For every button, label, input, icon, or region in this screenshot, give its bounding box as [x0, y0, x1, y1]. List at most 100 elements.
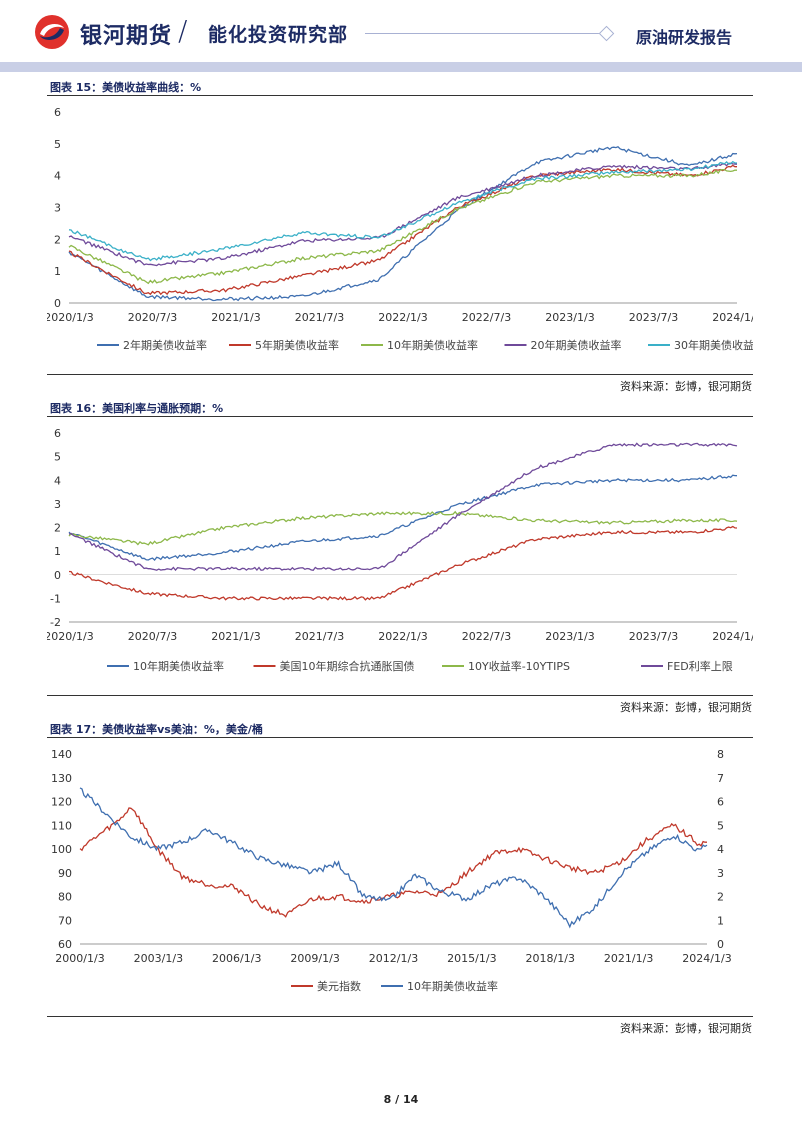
- legend-label: 2年期美债收益率: [123, 338, 207, 352]
- y-tick-label: 5: [54, 451, 61, 464]
- chart-title-16: 图表 16：美国利率与通胀预期：%: [50, 402, 224, 415]
- chart-source-17: 资料来源：彭博，银河期货: [620, 1022, 752, 1035]
- x-tick-label: 2020/1/3: [47, 630, 94, 643]
- x-tick-label: 2024/1/3: [712, 630, 753, 643]
- legend-label: 美国10年期综合抗通胀国债: [280, 659, 415, 673]
- chart-top-rule: [47, 95, 753, 96]
- legend-label: 10Y收益率-10YTIPS: [468, 659, 570, 673]
- series-line-1: [79, 807, 707, 918]
- y-tick-label: 0: [54, 297, 61, 310]
- chart-bottom-rule: [47, 1016, 753, 1017]
- y-tick-label: 1: [54, 265, 61, 278]
- chart-17-yield-vs-dollar: 140 130 120 110 100 90 80 70 60 8 7 6 5 4 3 2 1 0 2000/1/3…: [51, 748, 732, 993]
- y2-tick-label: 5: [717, 819, 724, 832]
- header-band: [0, 62, 802, 72]
- y-tick-label: 100: [51, 843, 72, 856]
- y-tick-label: 1: [54, 545, 61, 558]
- x-tick-label: 2023/7/3: [629, 630, 678, 643]
- x-tick-label: 2000/1/3: [55, 952, 104, 965]
- brand-name: 银河期货: [80, 24, 173, 49]
- legend-label: 30年期美债收益率: [674, 338, 753, 352]
- y-tick-label: 80: [58, 891, 72, 904]
- y-tick-label: 120: [51, 796, 72, 809]
- y-tick-label: 6: [54, 427, 61, 440]
- chart-title-17: 图表 17：美债收益率vs美油：%，美金/桶: [50, 723, 263, 736]
- chart-top-rule: [47, 416, 753, 417]
- legend-label: 10年期美债收益率: [387, 338, 478, 352]
- series-line-2: [79, 787, 708, 929]
- department-name: 能化投资研究部: [208, 24, 349, 46]
- y-tick-label: -1: [50, 592, 61, 605]
- y-tick-label: 0: [54, 569, 61, 582]
- y2-tick-label: 4: [717, 843, 724, 856]
- legend-label: 5年期美债收益率: [255, 338, 339, 352]
- y-tick-label: 110: [51, 819, 72, 832]
- x-tick-label: 2021/7/3: [295, 311, 344, 324]
- y-tick-label: 90: [58, 867, 72, 880]
- series-line-2: [68, 525, 738, 601]
- y-tick-label: 5: [54, 138, 61, 151]
- y-tick-label: 6: [54, 106, 61, 119]
- y-tick-label: 3: [54, 498, 61, 511]
- x-tick-label: 2023/7/3: [629, 311, 678, 324]
- y-tick-label: 60: [58, 938, 72, 951]
- y2-tick-label: 3: [717, 867, 724, 880]
- page-number: 8 / 14: [383, 1093, 419, 1106]
- y-tick-label: 2: [54, 522, 61, 535]
- y2-tick-label: 6: [717, 796, 724, 809]
- chart-bottom-rule: [47, 374, 753, 375]
- y-tick-label: 2: [54, 233, 61, 246]
- y2-tick-label: 7: [717, 772, 724, 785]
- x-tick-label: 2020/1/3: [47, 311, 94, 324]
- y-tick-label: 70: [58, 914, 72, 927]
- y-tick-label: -2: [50, 616, 61, 629]
- y-tick-label: 140: [51, 748, 72, 761]
- galaxy-futures-logo-icon: [35, 15, 69, 49]
- x-tick-label: 2021/1/3: [211, 630, 260, 643]
- y2-tick-label: 8: [717, 748, 724, 761]
- x-tick-label: 2023/1/3: [545, 630, 594, 643]
- x-tick-label: 2021/1/3: [211, 311, 260, 324]
- x-tick-label: 2020/7/3: [128, 630, 177, 643]
- series-line-1: [68, 146, 738, 302]
- x-tick-label: 2022/1/3: [378, 630, 427, 643]
- x-tick-label: 2024/1/3: [682, 952, 731, 965]
- x-tick-label: 2024/1/3: [712, 311, 753, 324]
- legend-label: 20年期美债收益率: [531, 338, 622, 352]
- x-tick-label: 2009/1/3: [290, 952, 339, 965]
- series-line-3: [68, 168, 738, 285]
- chart-bottom-rule: [47, 695, 753, 696]
- chart-source-15: 资料来源：彭博，银河期货: [620, 380, 752, 393]
- y-tick-label: 3: [54, 202, 61, 215]
- chart-title-15: 图表 15：美债收益率曲线：%: [50, 81, 202, 94]
- series-line-2: [68, 164, 737, 296]
- chart-top-rule: [47, 737, 753, 738]
- report-type: 原油研发报告: [636, 28, 733, 47]
- series-line-5: [68, 160, 738, 262]
- series-line-3: [68, 510, 738, 546]
- legend-label: 10年期美债收益率: [407, 979, 498, 993]
- series-line-4: [68, 442, 738, 572]
- y2-tick-label: 0: [717, 938, 724, 951]
- x-tick-label: 2022/7/3: [462, 311, 511, 324]
- y-tick-label: 4: [54, 474, 61, 487]
- x-tick-label: 2021/1/3: [604, 952, 653, 965]
- diamond-icon: [598, 25, 615, 42]
- y2-tick-label: 1: [717, 914, 724, 927]
- header-rule: [365, 33, 605, 34]
- x-tick-label: 2006/1/3: [212, 952, 261, 965]
- series-line-4: [68, 162, 738, 267]
- legend-label: FED利率上限: [667, 659, 733, 673]
- x-tick-label: 2018/1/3: [526, 952, 575, 965]
- x-tick-label: 2022/7/3: [462, 630, 511, 643]
- legend-label: 美元指数: [317, 979, 361, 993]
- x-tick-label: 2020/7/3: [128, 311, 177, 324]
- series-line-1: [68, 474, 738, 561]
- x-tick-label: 2015/1/3: [447, 952, 496, 965]
- page-header: 银河期货 / 能化投资研究部 原油研发报告: [0, 0, 802, 72]
- chart-source-16: 资料来源：彭博，银河期货: [620, 701, 752, 714]
- header-slash: /: [178, 14, 188, 47]
- x-tick-label: 2003/1/3: [134, 952, 183, 965]
